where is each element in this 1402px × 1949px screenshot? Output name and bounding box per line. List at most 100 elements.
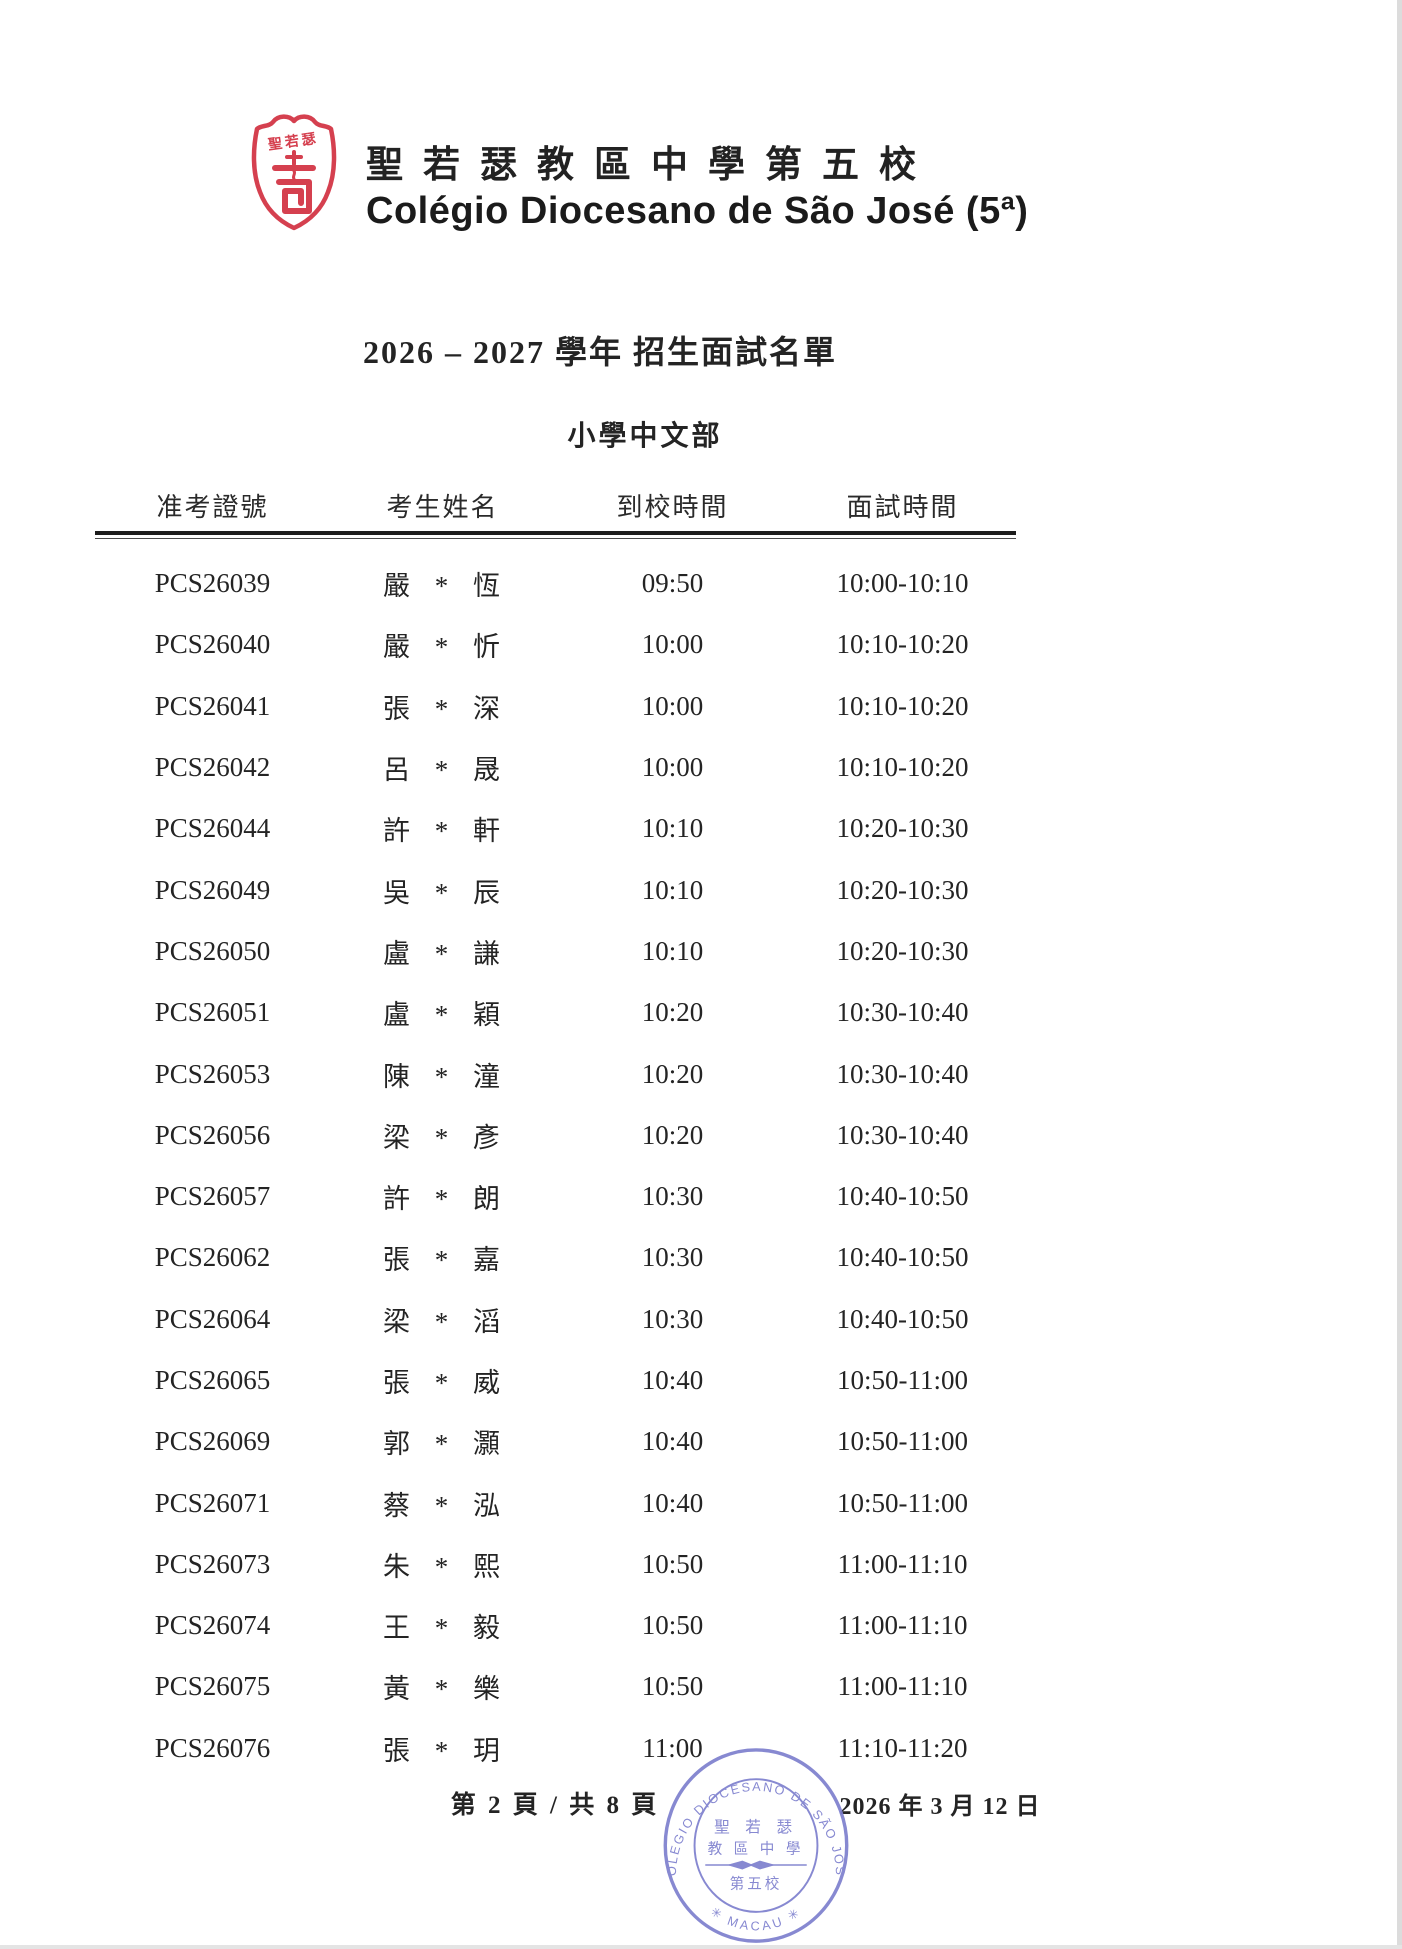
- table-row: PCS26075 黃 * 樂 10:50 11:00-11:10: [95, 1656, 1015, 1717]
- table-header-rule: [95, 531, 1016, 539]
- candidate-number-cell: PCS26051: [154, 997, 271, 1028]
- candidate-name-cell: 嚴 * 恆: [383, 571, 502, 602]
- candidate-name-cell: 張 * 玥: [383, 1735, 502, 1766]
- table-row: PCS26076 張 * 玥 11:00 11:10-11:20: [95, 1718, 1015, 1779]
- logo-text: 聖若瑟: [267, 130, 320, 154]
- interview-time-cell: 11:00-11:10: [837, 1610, 968, 1641]
- interview-time-cell: 10:50-11:00: [837, 1487, 968, 1518]
- arrival-time-cell: 10:50: [641, 1610, 704, 1641]
- header-interview-time: 面試時間: [846, 493, 959, 522]
- table-row: PCS26073 朱 * 熙 10:50 11:00-11:10: [95, 1534, 1015, 1595]
- document-title: 2026 – 2027 學年 招生面試名單: [362, 334, 837, 370]
- table-body: PCS26039 嚴 * 恆 09:50 10:00-10:10 PCS26040 嚴 *…: [95, 553, 1015, 1779]
- arrival-time-cell: 10:30: [641, 1181, 704, 1212]
- stamp-line1: 聖 若 瑟: [714, 1818, 798, 1836]
- table-row: PCS26053 陳 * 潼 10:20 10:30-10:40: [95, 1043, 1015, 1104]
- candidate-name-cell: 許 * 朗: [383, 1184, 502, 1215]
- table-row: PCS26050 盧 * 謙 10:10 10:20-10:30: [95, 921, 1015, 982]
- stamp-divider: [705, 1860, 807, 1870]
- arrival-time-cell: 09:50: [641, 568, 704, 599]
- candidate-name-cell: 郭 * 灝: [383, 1429, 502, 1460]
- candidate-name-cell: 梁 * 彥: [383, 1122, 502, 1153]
- candidate-number-cell: PCS26064: [154, 1303, 271, 1334]
- arrival-time-cell: 11:00: [642, 1732, 703, 1763]
- stamp-bottom-text: ✳ MACAU ✳: [708, 1904, 804, 1933]
- scan-artifact-right-edge: [1397, 0, 1402, 1949]
- candidate-name-cell: 蔡 * 泓: [383, 1490, 502, 1521]
- section-title: 小學中文部: [567, 421, 723, 452]
- candidate-name-cell: 張 * 威: [383, 1368, 502, 1398]
- arrival-time-cell: 10:00: [641, 752, 704, 783]
- interview-time-cell: 10:20-10:30: [836, 874, 969, 905]
- candidate-number-cell: PCS26074: [154, 1610, 271, 1641]
- candidate-name-cell: 陳 * 潼: [383, 1061, 502, 1092]
- table-row: PCS26064 梁 * 滔 10:30 10:40-10:50: [95, 1289, 1015, 1350]
- candidate-number-cell: PCS26049: [154, 874, 271, 905]
- candidate-name-cell: 盧 * 謙: [383, 938, 502, 969]
- arrival-time-cell: 10:10: [641, 935, 704, 966]
- table-row: PCS26074 王 * 毅 10:50 11:00-11:10: [95, 1595, 1015, 1656]
- candidate-number-cell: PCS26053: [154, 1058, 271, 1089]
- stamp-inner-ring: [693, 1778, 819, 1913]
- candidate-name-cell: 呂 * 晟: [383, 755, 502, 786]
- header-candidate-name: 考生姓名: [386, 493, 499, 522]
- candidate-number-cell: PCS26071: [154, 1487, 271, 1518]
- interview-time-cell: 10:10-10:20: [836, 629, 969, 660]
- table-row: PCS26044 許 * 軒 10:10 10:20-10:30: [95, 798, 1015, 859]
- arrival-time-cell: 10:00: [641, 690, 704, 721]
- candidate-number-cell: PCS26044: [154, 813, 271, 844]
- stamp-line2: 教 區 中 學: [708, 1839, 805, 1857]
- arrival-time-cell: 10:40: [641, 1365, 704, 1395]
- interview-time-cell: 10:40-10:50: [836, 1242, 969, 1273]
- table-row: PCS26051 盧 * 穎 10:20 10:30-10:40: [95, 982, 1015, 1043]
- candidate-name-cell: 黃 * 樂: [383, 1674, 502, 1705]
- candidate-number-cell: PCS26065: [154, 1365, 271, 1395]
- arrival-time-cell: 10:10: [641, 874, 704, 905]
- arrival-time-cell: 10:40: [641, 1487, 704, 1518]
- interview-time-cell: 10:20-10:30: [836, 813, 969, 844]
- stamp-line3: 第五校: [730, 1874, 783, 1892]
- candidate-name-cell: 許 * 軒: [383, 816, 502, 847]
- candidate-number-cell: PCS26069: [154, 1426, 271, 1457]
- candidate-name-cell: 張 * 深: [383, 693, 502, 724]
- footer-date: 2026 年 3 月 12 日: [839, 1794, 1041, 1820]
- candidate-name-cell: 王 * 毅: [383, 1613, 502, 1644]
- candidate-name-cell: 吳 * 辰: [383, 877, 502, 908]
- arrival-time-cell: 10:50: [641, 1548, 704, 1579]
- table-row: PCS26039 嚴 * 恆 09:50 10:00-10:10: [95, 553, 1015, 614]
- table-row: PCS26056 梁 * 彥 10:20 10:30-10:40: [95, 1105, 1015, 1166]
- header-candidate-number: 准考證號: [156, 493, 269, 522]
- interview-time-cell: 10:10-10:20: [836, 690, 969, 721]
- interview-time-cell: 11:10-11:20: [837, 1732, 968, 1763]
- candidate-number-cell: PCS26056: [154, 1119, 271, 1150]
- table-row: PCS26049 吳 * 辰 10:10 10:20-10:30: [95, 859, 1015, 920]
- stamp-outer-ring: [663, 1748, 849, 1943]
- shield-outline: [251, 114, 337, 231]
- table-header-row: 准考證號 考生姓名 到校時間 面試時間: [95, 487, 1015, 524]
- table-row: PCS26040 嚴 * 忻 10:00 10:10-10:20: [95, 614, 1015, 675]
- stamp-ring-text: COLEGIO DIOCESANO DE SÃO JOSÉ: [658, 1746, 847, 1877]
- interview-time-cell: 11:00-11:10: [837, 1671, 968, 1702]
- table-row: PCS26042 呂 * 晟 10:00 10:10-10:20: [95, 737, 1015, 798]
- school-logo: 聖若瑟: [251, 114, 337, 231]
- candidate-number-cell: PCS26040: [154, 629, 271, 660]
- school-name-chinese: 聖若瑟教區中學第五校: [366, 145, 936, 186]
- candidate-name-cell: 盧 * 穎: [383, 1000, 502, 1031]
- arrival-time-cell: 10:10: [641, 813, 704, 844]
- candidate-name-cell: 梁 * 滔: [383, 1306, 502, 1337]
- candidate-number-cell: PCS26050: [154, 935, 271, 966]
- page-number-info: 第 2 頁 / 共 8 頁: [450, 1792, 660, 1819]
- header-arrival-time: 到校時間: [616, 493, 729, 522]
- logo-monogram: [272, 150, 316, 214]
- candidate-name-cell: 張 * 嘉: [383, 1245, 502, 1276]
- candidate-number-cell: PCS26076: [154, 1732, 271, 1763]
- arrival-time-cell: 10:20: [641, 1058, 704, 1089]
- table-row: PCS26062 張 * 嘉 10:30 10:40-10:50: [95, 1227, 1015, 1288]
- interview-time-cell: 10:30-10:40: [836, 1119, 969, 1150]
- candidate-name-cell: 嚴 * 忻: [383, 632, 502, 663]
- interview-time-cell: 10:10-10:20: [836, 752, 969, 783]
- arrival-time-cell: 10:20: [641, 997, 704, 1028]
- table-row: PCS26065 張 * 威 10:40 10:50-11:00: [95, 1350, 1015, 1411]
- arrival-time-cell: 10:20: [641, 1119, 704, 1150]
- candidate-number-cell: PCS26042: [154, 752, 271, 783]
